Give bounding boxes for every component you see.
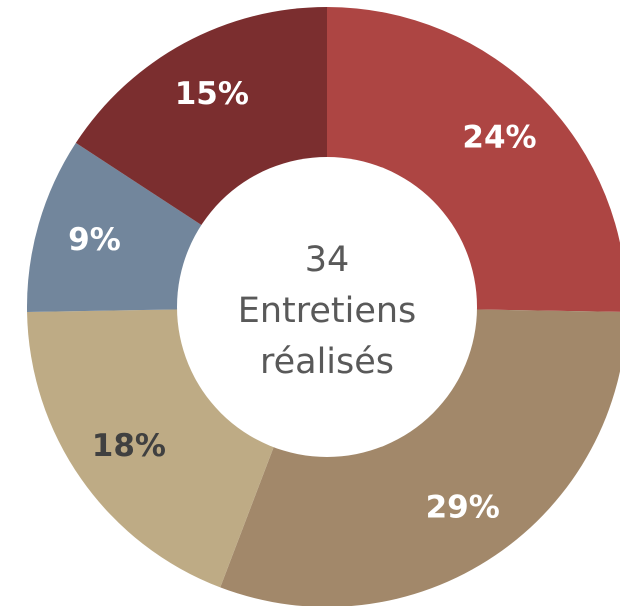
- slice-label-1: 24%: [462, 119, 536, 155]
- slice-label-4: 9%: [68, 222, 121, 258]
- center-label-line-3: réalisés: [260, 342, 394, 382]
- center-label-line-2: Entretiens: [238, 291, 417, 331]
- slice-labels-group: 24% 29% 18% 9% 15%: [68, 76, 536, 525]
- slice-label-2: 29%: [426, 489, 500, 525]
- slice-label-3: 18%: [92, 428, 166, 464]
- slice-label-5: 15%: [175, 76, 249, 112]
- donut-hole: [177, 157, 477, 457]
- center-count: 34: [305, 240, 350, 280]
